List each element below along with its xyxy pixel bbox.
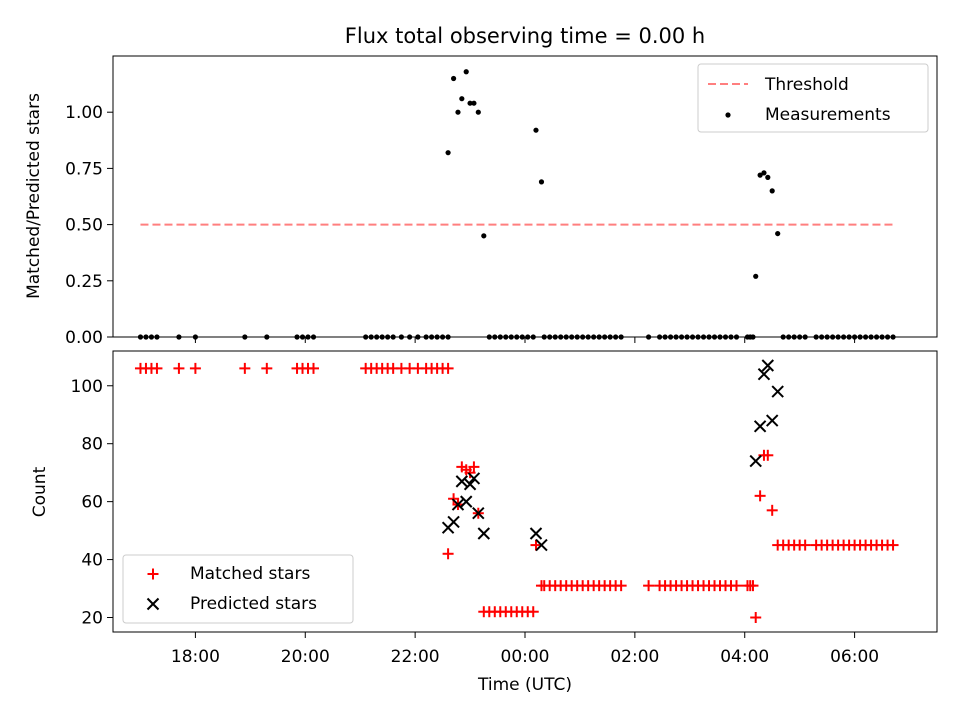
matched-star-point — [308, 362, 320, 374]
legend-measurements-swatch — [725, 112, 731, 118]
legend-threshold-label: Threshold — [764, 75, 849, 95]
measurement-point — [765, 174, 771, 180]
matched-star-point — [750, 612, 762, 624]
legend-predicted-label: Predicted stars — [190, 594, 317, 614]
matched-star-point — [464, 467, 476, 479]
count-y-ticks: 20 40 60 80 100 — [71, 377, 113, 629]
predicted-star-point — [761, 359, 775, 372]
predicted-star-point — [753, 420, 767, 433]
predicted-star-point — [455, 475, 469, 488]
predicted-star-point — [472, 507, 485, 520]
count-y-tick-label: 20 — [81, 609, 103, 629]
legend-matched-swatch — [147, 568, 159, 580]
legend-predicted-swatch — [146, 597, 160, 611]
count-legend: Matched stars Predicted stars — [122, 554, 354, 624]
predicted-star-point — [451, 498, 465, 511]
ratio-y-tick-label: 0.00 — [65, 328, 103, 348]
ratio-panel: 0.00 0.25 0.50 0.75 1.00 Matched/Predicted s… — [24, 55, 938, 348]
predicted-star-point — [477, 527, 491, 540]
predicted-star-point — [749, 454, 762, 468]
matched-star-point — [442, 362, 454, 374]
predicted-star-point — [467, 472, 481, 485]
ratio-x-ticks — [194, 337, 856, 343]
matched-star-point — [151, 362, 163, 374]
measurement-point — [445, 150, 451, 156]
predicted-star-point — [460, 495, 473, 508]
predicted-star-point — [771, 385, 784, 398]
matched-star-point — [239, 362, 251, 374]
ratio-y-tick-label: 0.75 — [65, 159, 103, 179]
matched-star-point — [468, 461, 480, 473]
x-tick-label: 20:00 — [281, 647, 330, 667]
measurement-point — [761, 170, 767, 176]
chart-title: Flux total observing time = 0.00 h — [345, 24, 705, 48]
matched-star-point — [747, 580, 759, 592]
predicted-star-point — [757, 367, 771, 381]
ratio-y-axis-label: Matched/Predicted stars — [24, 93, 44, 299]
x-tick-label: 04:00 — [720, 647, 769, 667]
count-y-tick-label: 80 — [81, 435, 103, 455]
measurement-point — [459, 96, 465, 102]
matched-star-point — [530, 539, 542, 551]
measurement-point — [757, 172, 763, 178]
measurement-point — [463, 69, 469, 75]
predicted-star-point — [447, 515, 460, 529]
matched-star-point — [643, 580, 655, 592]
x-tick-label: 06:00 — [830, 647, 879, 667]
count-y-tick-label: 60 — [81, 493, 103, 513]
x-axis-label: Time (UTC) — [477, 675, 572, 695]
x-tick-label: 02:00 — [610, 647, 659, 667]
count-plot-area — [134, 359, 899, 624]
x-tick-label: 18:00 — [171, 647, 220, 667]
matched-star-point — [442, 548, 454, 560]
matched-star-point — [762, 449, 774, 461]
measurement-point — [471, 100, 477, 106]
ratio-legend: Threshold Measurements — [697, 63, 929, 133]
count-legend-box — [122, 554, 354, 624]
legend-measurements-label: Measurements — [765, 105, 891, 125]
matched-star-point — [887, 539, 899, 551]
legend-matched-label: Matched stars — [190, 564, 310, 584]
count-x-ticks: 18:00 20:00 22:00 00:00 02:00 04:00 06:00 — [171, 632, 879, 667]
matched-star-point — [754, 490, 766, 502]
count-y-axis-label: Count — [30, 466, 50, 517]
predicted-star-point — [535, 538, 548, 552]
measurement-point — [481, 233, 487, 239]
count-y-tick-label: 40 — [81, 551, 103, 571]
count-y-tick-label: 100 — [71, 377, 103, 397]
predicted-star-point — [463, 478, 477, 491]
ratio-y-tick-label: 0.25 — [65, 272, 103, 292]
matched-star-point — [261, 362, 273, 374]
measurement-point — [533, 127, 539, 133]
matched-star-point — [799, 539, 811, 551]
measurement-point — [769, 188, 775, 194]
matched-star-point — [527, 606, 539, 618]
matched-star-point — [730, 580, 742, 592]
legend-matched-marker — [147, 568, 159, 580]
x-tick-label: 00:00 — [501, 647, 550, 667]
matched-star-point — [615, 580, 627, 592]
count-panel: 20 40 60 80 100 18:00 20:00 22:00 00:00 02:00 04:… — [30, 350, 938, 695]
measurement-point — [475, 109, 481, 115]
ratio-legend-box — [697, 63, 929, 133]
ratio-y-ticks: 0.00 0.25 0.50 0.75 1.00 — [65, 103, 113, 348]
ratio-y-tick-label: 0.50 — [65, 216, 103, 236]
predicted-star-point — [765, 414, 779, 427]
legend-predicted-marker — [146, 597, 160, 611]
measurement-point — [753, 273, 759, 279]
x-tick-label: 22:00 — [391, 647, 440, 667]
measurement-point — [455, 109, 461, 115]
matched-star-point — [766, 504, 778, 516]
measurement-point — [467, 100, 473, 106]
ratio-y-tick-label: 1.00 — [65, 103, 103, 123]
predicted-star-point — [529, 527, 543, 540]
measurement-point — [450, 75, 457, 82]
matched-star-point — [189, 362, 201, 374]
matched-star-point — [173, 362, 185, 374]
measurement-point — [775, 230, 781, 237]
measurement-point — [538, 179, 545, 185]
